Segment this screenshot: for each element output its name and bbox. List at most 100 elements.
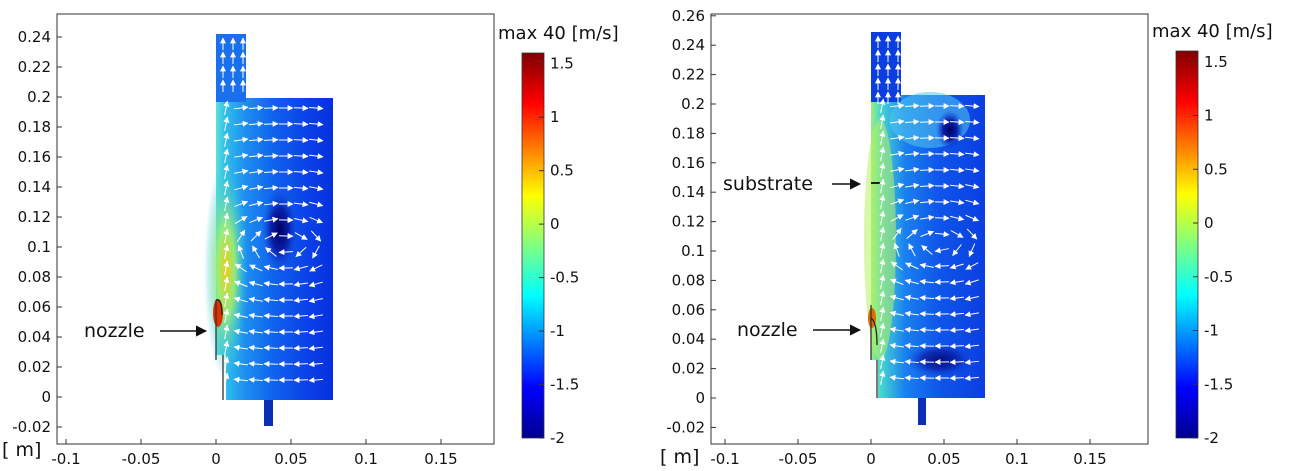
flow-arrow (893, 242, 900, 257)
flow-arrow (889, 358, 905, 365)
flow-arrow (904, 118, 920, 125)
y-tick-label: 0.16 (672, 154, 705, 172)
flow-arrow (890, 214, 904, 222)
flow-arrow (949, 343, 965, 350)
jet-core (864, 120, 896, 360)
flow-arrow (263, 280, 279, 287)
flow-arrow (879, 370, 886, 385)
flow-arrow (905, 198, 920, 205)
flow-arrow (890, 150, 905, 157)
flow-arrow (293, 265, 308, 272)
flow-arrows (875, 35, 980, 385)
colorbar-tick-label: 0 (550, 215, 560, 233)
y-tick-label: 0.26 (672, 7, 705, 25)
flow-arrow (263, 136, 279, 143)
y-tick-label: 0.02 (672, 360, 705, 378)
flow-arrow (879, 130, 886, 145)
flow-arrow (263, 152, 279, 159)
flow-arrow (249, 264, 263, 272)
flow-arrow (949, 135, 965, 142)
colorbar-tick-label: -0.5 (1204, 268, 1233, 286)
x-tick-label: -0.05 (122, 450, 161, 468)
flow-arrow (295, 246, 307, 258)
flow-arrow (879, 274, 886, 289)
x-tick-label: 0.05 (927, 450, 960, 468)
x-tick-label: -0.05 (779, 450, 818, 468)
x-tick-label: 0 (866, 450, 876, 468)
y-tick-label: 0.08 (672, 271, 705, 289)
flow-arrow (234, 136, 249, 143)
flow-arrow (952, 244, 962, 256)
flow-arrow (964, 327, 980, 334)
flow-arrow (949, 359, 965, 366)
flow-arrow (293, 153, 309, 160)
flow-arrow (904, 342, 920, 349)
y-axis-ticks: -0.02 0 0.02 0.04 0.06 0.08 0.1 0.12 0.14 0.16 0.1… (12, 28, 62, 436)
y-tick-label: 0.2 (681, 95, 705, 113)
substrate-label: substrate (723, 173, 813, 195)
flow-arrow (919, 342, 935, 349)
flow-arrow (879, 162, 886, 177)
upper-outlet-duct (871, 32, 901, 102)
flow-arrow (889, 326, 904, 333)
flow-arrow (904, 310, 920, 317)
lower-dark-zone (905, 342, 975, 378)
y-tick-label: 0.14 (18, 178, 51, 196)
flow-arrow (250, 230, 262, 242)
flow-arrow (308, 121, 324, 128)
colorbar-title: max 40 [m/s] (1152, 21, 1273, 42)
flow-arrow (293, 169, 309, 176)
flow-arrow (949, 103, 965, 110)
flow-arrow (234, 184, 249, 191)
y-tick-label: 0.24 (672, 36, 705, 54)
flow-arrow (293, 377, 309, 384)
flow-arrow (965, 167, 980, 174)
flow-arrow (879, 258, 886, 273)
flow-arrow (249, 200, 264, 207)
flow-arrow (223, 276, 230, 291)
bottom-outlet (918, 398, 926, 425)
flow-arrow (293, 105, 309, 112)
flow-arrow (252, 245, 260, 259)
flow-arrow (248, 344, 264, 351)
flow-arrow (293, 137, 309, 144)
y-tick-label: 0.16 (18, 148, 51, 166)
flow-arrow (234, 200, 249, 207)
colorbar-tick-label: -1 (550, 322, 565, 340)
y-tick-label: 0.06 (672, 301, 705, 319)
flow-arrow (919, 326, 935, 333)
flow-arrow (223, 212, 230, 227)
flow-arrow (949, 151, 965, 158)
flow-arrow (233, 376, 249, 383)
y-tick-label: 0.06 (18, 298, 51, 316)
flow-arrow (879, 210, 886, 225)
flow-arrow (920, 230, 935, 237)
nozzle-lip (215, 299, 223, 316)
flow-arrow (294, 217, 309, 224)
flow-arrow (879, 226, 886, 241)
flow-arrow (263, 168, 279, 175)
flow-arrow (968, 243, 976, 257)
flow-arrow (308, 137, 324, 144)
flow-arrow (263, 328, 279, 335)
y-tick-label: 0.18 (18, 118, 51, 136)
colorbar-tick-label: -1 (1204, 322, 1219, 340)
flow-arrow (263, 376, 279, 383)
flow-arrow (263, 360, 279, 367)
x-axis-ticks: -0.1 -0.05 0 0.05 0.1 0.15 (710, 439, 1107, 468)
flow-arrow (964, 295, 979, 302)
flow-arrow (234, 168, 249, 175)
flow-arrow (950, 215, 965, 222)
flow-arrow (879, 322, 886, 337)
y-tick-label: 0.04 (18, 328, 51, 346)
flow-arrow (293, 281, 308, 288)
flow-arrow (949, 295, 965, 302)
flow-arrow (248, 120, 264, 127)
flow-arrow (879, 354, 886, 369)
flow-arrow (223, 180, 230, 195)
flow-arrow (294, 232, 308, 240)
x-tick-label: 0.05 (274, 450, 307, 468)
flow-arrow (278, 249, 294, 256)
flow-arrow (934, 231, 950, 238)
y-tick-label: 0.2 (27, 88, 51, 106)
